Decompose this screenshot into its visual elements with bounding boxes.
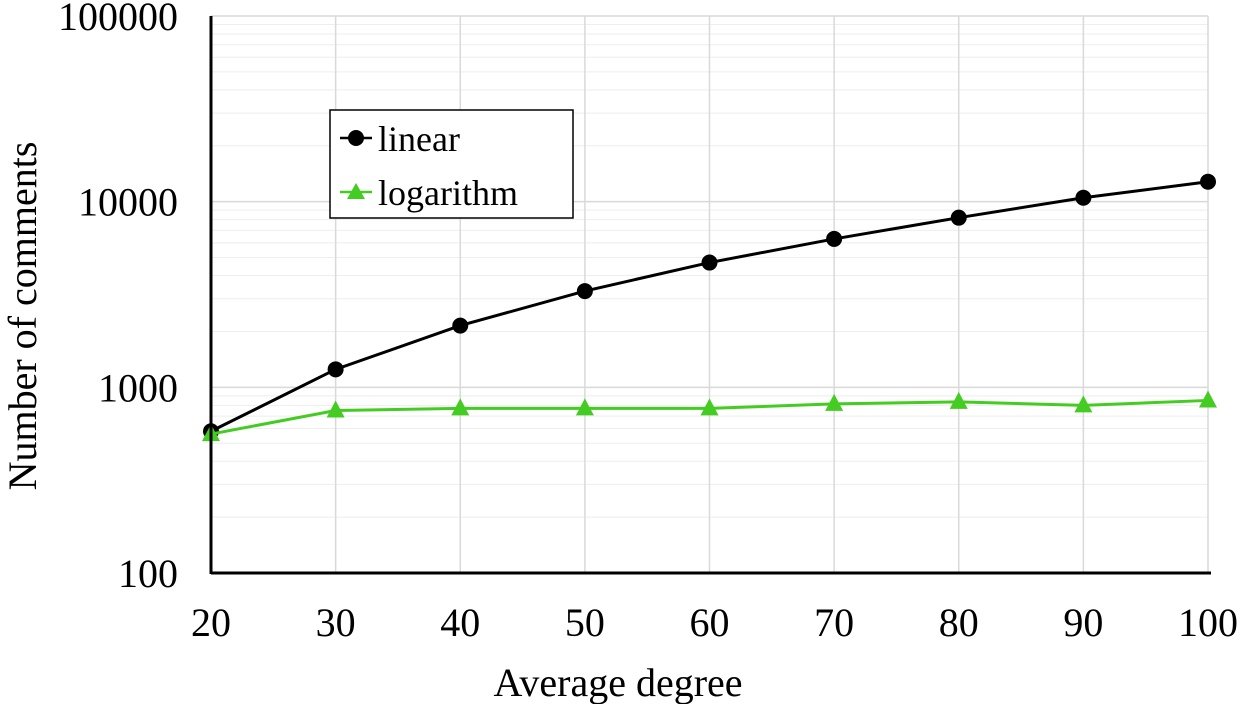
data-point-logarithm xyxy=(1199,390,1217,408)
series-logarithm xyxy=(202,390,1217,442)
y-axis-title: Number of comments xyxy=(0,142,45,491)
data-point-linear xyxy=(1200,173,1216,190)
legend-entry-logarithm: logarithm xyxy=(340,173,518,213)
tick-labels: 100 1000 10000 100000 20 30 40 50 60 70 80 90 100 xyxy=(58,0,1238,645)
legend: linear logarithm xyxy=(329,109,574,219)
data-point-linear xyxy=(701,254,718,271)
legend-entry-linear: linear xyxy=(340,119,460,159)
data-point-logarithm xyxy=(949,391,968,409)
data-point-linear xyxy=(327,361,344,378)
data-point-logarithm xyxy=(825,393,844,411)
data-point-logarithm xyxy=(575,398,594,416)
data-point-logarithm xyxy=(700,398,719,416)
legend-label-linear: linear xyxy=(378,119,460,159)
data-point-linear xyxy=(452,317,469,334)
data-point-linear xyxy=(950,209,967,226)
y-tick-label: 1000 xyxy=(98,365,178,410)
x-tick-label: 30 xyxy=(316,600,356,645)
x-tick-label: 90 xyxy=(1063,600,1103,645)
data-point-linear xyxy=(1075,189,1092,206)
legend-marker-logarithm xyxy=(347,183,365,199)
x-tick-label: 50 xyxy=(565,600,605,645)
data-point-logarithm xyxy=(1074,395,1093,413)
y-tick-label: 10000 xyxy=(78,180,178,225)
x-tick-label: 20 xyxy=(191,600,231,645)
legend-label-logarithm: logarithm xyxy=(378,173,518,213)
x-axis-title: Average degree xyxy=(493,660,742,704)
x-tick-label: 80 xyxy=(939,600,979,645)
series-linear xyxy=(203,173,1216,440)
x-tick-label: 100 xyxy=(1178,600,1238,645)
x-tick-label: 60 xyxy=(690,600,730,645)
legend-marker-linear xyxy=(348,130,364,146)
y-tick-label: 100000 xyxy=(58,0,178,39)
x-tick-label: 40 xyxy=(440,600,480,645)
y-tick-label: 100 xyxy=(118,551,178,596)
data-point-logarithm xyxy=(326,400,345,418)
x-tick-label: 70 xyxy=(814,600,854,645)
data-point-linear xyxy=(826,230,843,247)
series-layer xyxy=(202,173,1217,442)
data-point-linear xyxy=(576,283,593,300)
axes xyxy=(209,16,1211,575)
legend-box xyxy=(329,109,574,219)
grid xyxy=(210,15,1209,574)
data-point-logarithm xyxy=(451,398,470,416)
